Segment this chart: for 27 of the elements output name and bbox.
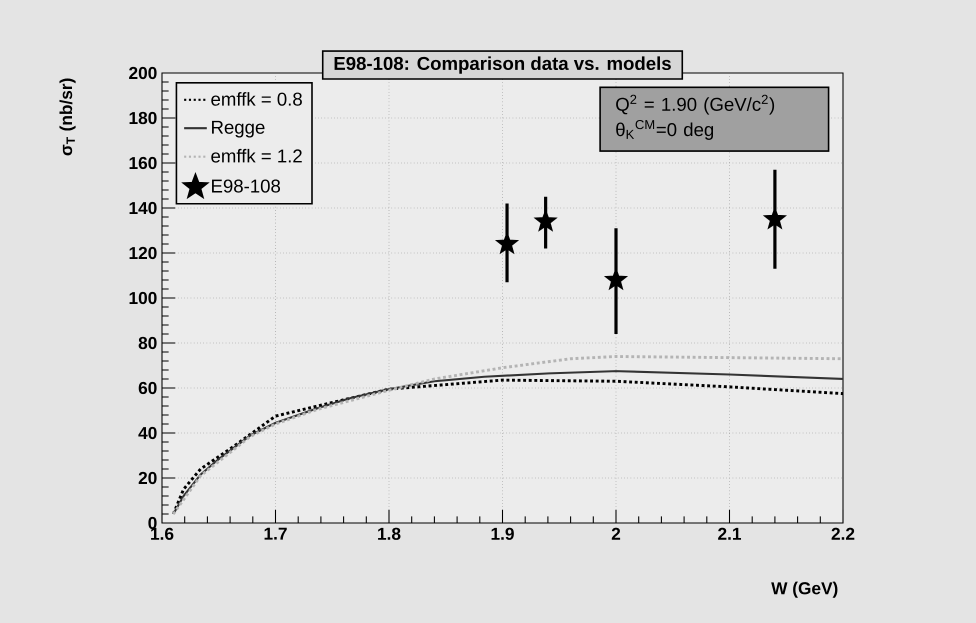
x-tick-label: 1.7 [264, 528, 287, 540]
x-tick-label: 2.1 [718, 528, 742, 540]
y-tick-label: 140 [130, 202, 157, 214]
annotation: θ$_{K}$$^{CM}$=0 deg [616, 120, 714, 140]
y-tick-label: 80 [138, 336, 157, 350]
y-tick-label: 120 [130, 246, 157, 260]
y-tick-label: 200 [129, 66, 157, 80]
y-tick-label: 40 [138, 426, 157, 440]
x-tick-label: 1.9 [492, 528, 514, 540]
y-axis-title: σ$_{T}$ (nb/sr) [59, 78, 76, 156]
x-tick-label: 2 [612, 528, 620, 540]
x-axis-title: W (GeV) [771, 582, 838, 598]
legend-label: emffk = 1.2 [211, 148, 302, 163]
y-tick-label: 180 [130, 112, 157, 124]
y-tick-label: 160 [130, 156, 157, 170]
y-tick-label: 20 [138, 472, 157, 484]
chart-title: E98-108: Comparison data vs. models [334, 56, 671, 74]
annotation: Q$^{2}$ = 1.90 (GeV/c$^{2}$) [616, 94, 774, 115]
x-tick-label: 1.6 [151, 528, 174, 540]
x-tick-label: 1.8 [378, 528, 400, 540]
legend-label: emffk = 0.8 [211, 92, 302, 106]
legend-label: E98-108 [212, 179, 280, 193]
y-tick-label: 100 [130, 292, 157, 304]
y-tick-label: 0 [148, 516, 157, 530]
legend-label: Regge [212, 120, 264, 138]
x-tick-label: 2.2 [832, 528, 854, 540]
y-tick-label: 60 [138, 382, 157, 394]
